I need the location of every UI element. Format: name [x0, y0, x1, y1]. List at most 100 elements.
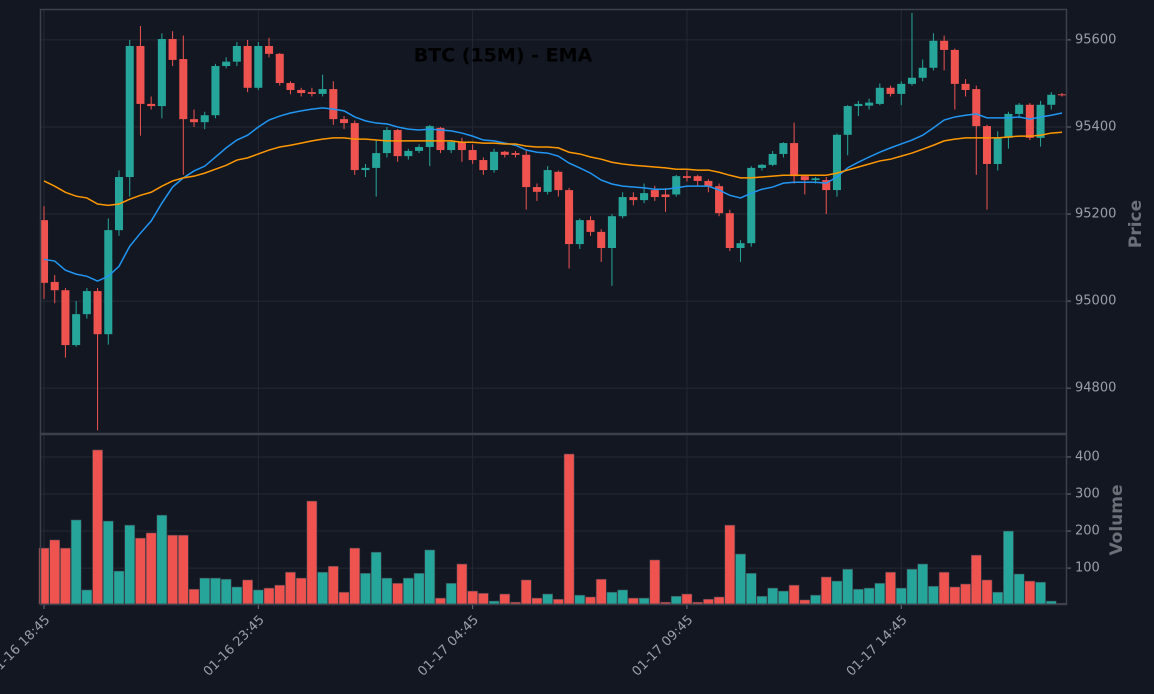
candle-body — [672, 176, 681, 195]
candle-body — [168, 39, 177, 60]
candle-body — [147, 103, 156, 107]
candle-body — [61, 290, 70, 346]
candle-body — [522, 154, 531, 188]
volume-bar — [831, 580, 843, 605]
volume-bar — [424, 549, 436, 605]
volume-bar — [885, 571, 896, 605]
candle-body — [715, 186, 724, 214]
candle-body — [961, 83, 970, 90]
volume-bar — [842, 568, 854, 605]
y-tick-label: 94800 — [1075, 381, 1116, 396]
volume-bar — [231, 586, 243, 605]
y-tick-label: 95400 — [1075, 119, 1116, 134]
candle-body — [875, 87, 884, 104]
volume-bar — [317, 571, 328, 605]
volume-bar — [810, 594, 821, 605]
candle-body — [361, 167, 370, 171]
volume-bar — [970, 554, 982, 605]
candle-body — [200, 115, 209, 123]
volume-bar — [606, 591, 618, 605]
candle-body — [1047, 94, 1056, 105]
volume-bar — [724, 524, 736, 605]
volume-bar — [306, 500, 318, 605]
volume-bar — [477, 592, 489, 605]
volume-bar — [435, 597, 446, 605]
volume-bar — [767, 587, 779, 605]
candle-body — [650, 190, 659, 198]
volume-bar — [60, 547, 71, 605]
candle-body — [468, 150, 477, 161]
volume-bar — [874, 582, 886, 605]
candle-body — [39, 220, 49, 283]
volume-bar — [456, 563, 468, 605]
volume-bar — [917, 563, 929, 605]
candle-body — [993, 137, 1002, 164]
volume-bar — [1013, 573, 1025, 605]
candle-body — [640, 193, 649, 201]
candle-body — [157, 39, 166, 107]
volume-bar — [788, 584, 800, 605]
volume-bar — [402, 577, 414, 605]
volume-bar — [70, 519, 82, 605]
candle-body — [372, 153, 381, 168]
candle-body — [447, 141, 456, 151]
volume-bar — [1035, 581, 1046, 605]
volume-bar — [745, 572, 757, 605]
volume-tick-label: 100 — [1075, 561, 1100, 576]
candle-body — [929, 40, 938, 68]
candle-body — [747, 167, 756, 244]
candle-body — [704, 180, 713, 187]
volume-bar — [467, 590, 478, 605]
ema-line — [43, 131, 1063, 207]
volume-tick-label: 300 — [1075, 487, 1100, 502]
volume-axis-label: Volume — [1107, 484, 1127, 555]
volume-bar — [263, 587, 275, 605]
volume-bar — [488, 600, 500, 605]
candle-body — [404, 150, 413, 157]
candle-body — [682, 176, 691, 178]
candle-body — [125, 46, 134, 178]
candle-body — [950, 49, 959, 84]
y-tick-label: 95600 — [1075, 32, 1116, 47]
volume-bar — [167, 534, 178, 605]
volume-bar — [392, 582, 403, 605]
volume-bar — [210, 577, 221, 605]
volume-bar — [274, 584, 286, 605]
candle-body — [757, 164, 766, 168]
candle-body — [340, 119, 349, 124]
candle-body — [457, 141, 466, 151]
candle-body — [232, 46, 241, 62]
candle-body — [254, 46, 263, 88]
volume-bar — [542, 593, 554, 605]
candle-body — [243, 46, 252, 88]
candle-body — [597, 231, 606, 248]
volume-bar — [713, 596, 725, 605]
volume-bar — [252, 589, 264, 605]
candle-body — [297, 89, 306, 94]
y-tick-label: 95200 — [1075, 207, 1116, 222]
candle-body — [265, 46, 274, 54]
candle-body — [811, 178, 820, 181]
volume-bar — [1045, 600, 1057, 605]
candle-body — [843, 106, 852, 135]
candle-body — [982, 126, 992, 164]
candle-body — [886, 87, 895, 94]
candle-body — [479, 160, 488, 171]
volume-bar — [370, 551, 382, 605]
candle-body — [618, 197, 627, 217]
candle-body — [854, 103, 863, 107]
volume-bar — [285, 571, 296, 605]
volume-bar — [949, 586, 961, 605]
candle-body — [307, 92, 316, 94]
volume-bar — [595, 578, 607, 605]
volume-bar — [102, 520, 114, 605]
volume-bar — [799, 599, 811, 605]
volume-bar — [220, 578, 232, 605]
volume-bar — [906, 568, 918, 605]
volume-bar — [92, 449, 103, 605]
volume-bar — [338, 591, 350, 605]
candle-body — [543, 170, 552, 192]
candle-body — [1036, 104, 1045, 138]
volume-bar — [692, 601, 704, 605]
candle-body — [318, 89, 327, 94]
